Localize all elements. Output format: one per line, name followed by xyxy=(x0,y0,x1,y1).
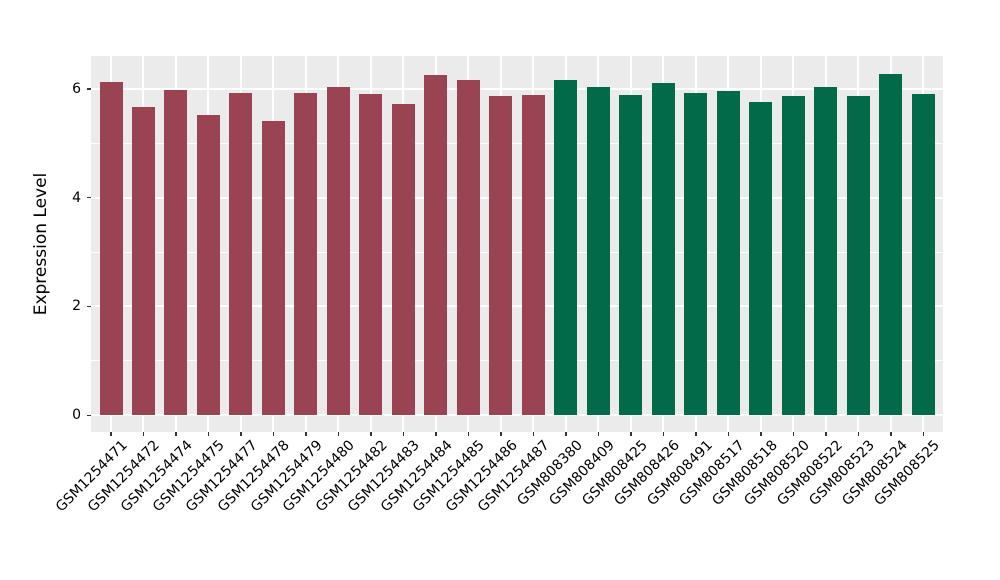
bar-GSM808523 xyxy=(846,96,870,416)
y-tick-label: 4 xyxy=(72,189,81,206)
x-tick-mark xyxy=(467,432,470,436)
x-tick-mark xyxy=(630,432,632,436)
bar-GSM1254485 xyxy=(456,80,480,416)
gridline-y-major xyxy=(91,87,943,90)
y-tick-mark xyxy=(87,414,91,417)
x-tick-mark xyxy=(207,432,210,436)
bar-GSM1254479 xyxy=(294,92,318,416)
x-tick-mark xyxy=(922,432,925,436)
y-tick-mark xyxy=(87,196,91,199)
bar-GSM1254486 xyxy=(489,95,513,416)
x-tick-mark xyxy=(727,432,730,436)
x-tick-mark xyxy=(337,432,340,436)
bar-GSM808426 xyxy=(651,83,675,416)
x-tick-mark xyxy=(695,432,697,436)
y-tick-mark xyxy=(87,88,91,90)
x-tick-mark xyxy=(857,432,860,436)
gridline-y-major xyxy=(91,414,943,417)
x-tick-mark xyxy=(825,432,827,436)
bar-GSM1254475 xyxy=(196,115,220,416)
x-tick-mark xyxy=(792,432,795,436)
bar-GSM808409 xyxy=(586,87,610,416)
gridline-y-minor xyxy=(91,360,943,362)
x-tick-mark xyxy=(142,432,145,436)
x-tick-mark xyxy=(272,432,275,436)
bar-GSM808425 xyxy=(619,94,643,416)
bar-GSM1254483 xyxy=(391,104,415,416)
x-tick-mark xyxy=(662,432,665,436)
x-tick-mark xyxy=(760,432,762,436)
y-tick-mark xyxy=(87,305,91,308)
bar-GSM808524 xyxy=(879,74,903,416)
x-tick-mark xyxy=(435,432,437,436)
x-tick-mark xyxy=(500,432,502,436)
bar-GSM1254482 xyxy=(359,94,383,416)
gridline-y-major xyxy=(91,196,943,199)
bar-GSM1254477 xyxy=(229,92,253,416)
bar-GSM808522 xyxy=(814,87,838,416)
gridline-y-minor xyxy=(91,251,943,253)
bar-GSM1254474 xyxy=(164,89,188,416)
x-tick-mark xyxy=(370,432,372,436)
x-tick-mark xyxy=(597,432,600,436)
x-tick-mark xyxy=(240,432,242,436)
bar-GSM1254471 xyxy=(99,81,123,416)
bar-GSM808517 xyxy=(716,90,740,416)
bar-GSM1254472 xyxy=(131,106,155,416)
y-tick-label: 6 xyxy=(72,80,81,97)
x-tick-mark xyxy=(532,432,535,436)
plot-panel xyxy=(91,56,943,432)
bar-GSM808520 xyxy=(781,95,805,416)
bar-GSM808525 xyxy=(911,94,935,416)
x-tick-mark xyxy=(110,432,112,436)
y-tick-label: 0 xyxy=(72,407,81,424)
x-tick-mark xyxy=(890,432,892,436)
bar-GSM808518 xyxy=(749,101,773,416)
bar-GSM1254484 xyxy=(424,75,448,416)
bar-GSM1254480 xyxy=(326,86,350,416)
bar-GSM808491 xyxy=(684,93,708,416)
gridline-y-major xyxy=(91,305,943,308)
x-tick-mark xyxy=(305,432,307,436)
bar-GSM1254478 xyxy=(261,120,285,416)
x-tick-mark xyxy=(175,432,177,436)
gridline-y-minor xyxy=(91,142,943,144)
x-tick-mark xyxy=(402,432,405,436)
bar-GSM1254487 xyxy=(521,94,545,416)
bar-GSM808380 xyxy=(554,79,578,416)
y-tick-label: 2 xyxy=(72,298,81,315)
x-tick-mark xyxy=(565,432,567,436)
